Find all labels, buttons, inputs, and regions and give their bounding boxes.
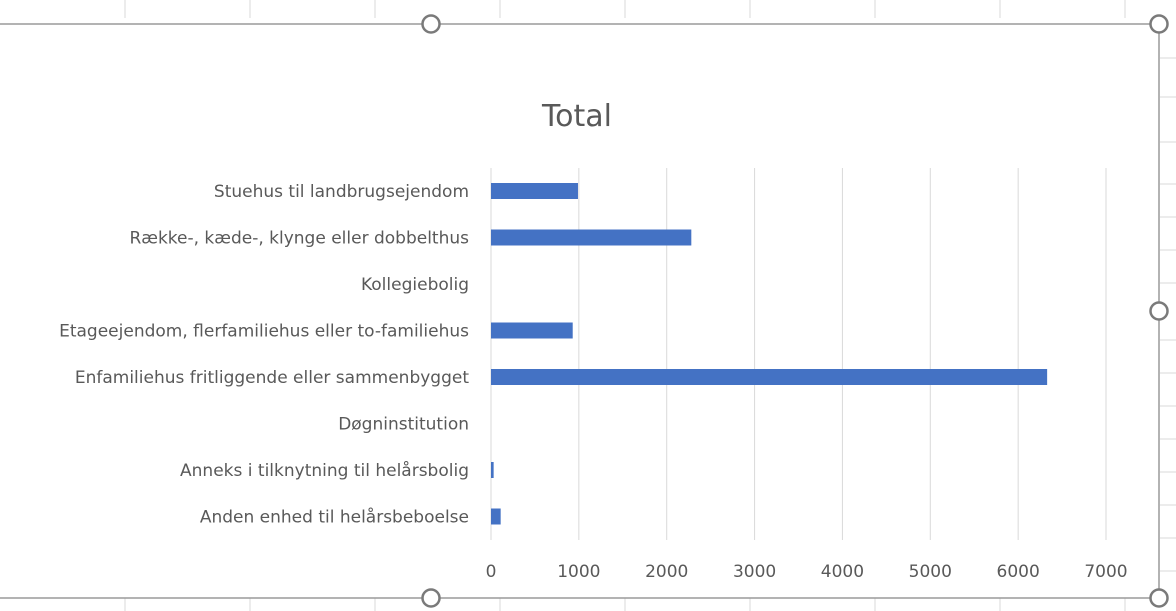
x-tick-label: 5000	[909, 562, 952, 582]
x-tick-label: 6000	[997, 562, 1040, 582]
bar[interactable]	[491, 508, 501, 525]
plot-area[interactable]: 0 1000 2000 3000 4000 5000 6000 7000 Stuehus til…	[59, 168, 1128, 582]
y-category-label: Række-, kæde-, klynge eller dobbelthus	[129, 229, 469, 249]
y-category-label: Kollegiebolig	[361, 275, 469, 295]
x-tick-label: 7000	[1084, 562, 1127, 582]
bar[interactable]	[491, 369, 1048, 385]
resize-handle-bottom-right[interactable]	[1149, 588, 1169, 608]
resize-handle-top[interactable]	[421, 14, 441, 34]
resize-handle-right[interactable]	[1149, 301, 1169, 321]
bar[interactable]	[491, 322, 573, 339]
selection-handles[interactable]	[421, 14, 1169, 608]
x-tick-label: 0	[486, 562, 497, 582]
y-category-label: Anden enhed til helårsbeboelse	[200, 507, 469, 528]
chart-title[interactable]: Total	[541, 99, 612, 134]
y-category-label: Døgninstitution	[338, 415, 469, 435]
x-tick-label: 2000	[645, 562, 688, 582]
resize-handle-bottom[interactable]	[421, 588, 441, 608]
y-category-label: Enfamiliehus fritliggende eller sammenby…	[75, 368, 469, 388]
x-tick-label: 4000	[821, 562, 864, 582]
x-tick-label: 1000	[557, 562, 600, 582]
sheet-background	[124, 0, 1176, 611]
bar[interactable]	[491, 183, 578, 199]
bar[interactable]	[491, 462, 494, 478]
x-tick-label: 3000	[733, 562, 776, 582]
resize-handle-top-right[interactable]	[1149, 14, 1169, 34]
y-category-label: Anneks i tilknytning til helårsbolig	[180, 460, 469, 481]
bar[interactable]	[491, 229, 692, 246]
y-category-label: Stuehus til landbrugsejendom	[214, 182, 469, 202]
y-category-label: Etageejendom, flerfamiliehus eller to-fa…	[59, 322, 469, 342]
